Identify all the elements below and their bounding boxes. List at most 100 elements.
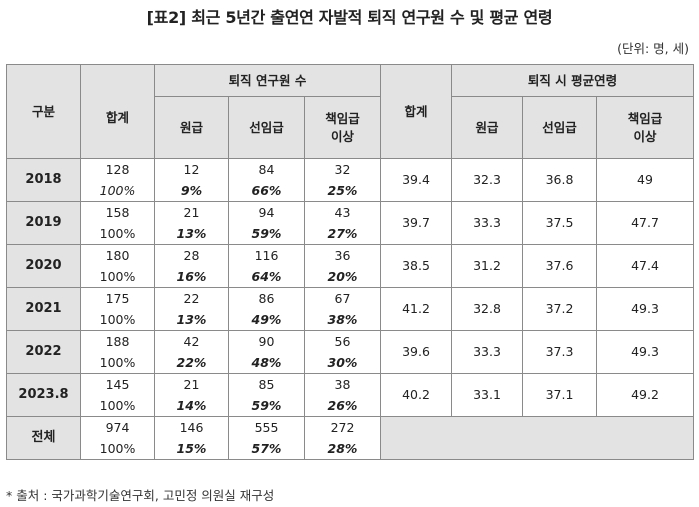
age-grade2: 37.6 bbox=[522, 244, 597, 288]
year-label: 2018 bbox=[6, 158, 81, 202]
header-grade3: 책임급 이상 bbox=[304, 96, 381, 159]
pct-grade3: 28% bbox=[304, 438, 381, 460]
count-grade1: 146 bbox=[154, 416, 229, 439]
pct-grade3: 30% bbox=[304, 352, 381, 374]
table-row: 2023.8 145 21 85 38 40.2 33.1 37.1 49.2 bbox=[6, 373, 694, 417]
count-total: 180 bbox=[80, 244, 155, 267]
age-total: 41.2 bbox=[380, 287, 452, 331]
table-row-total: 100% 15% 57% 28% bbox=[7, 438, 694, 460]
pct-grade2: 66% bbox=[228, 180, 305, 202]
pct-grade3: 38% bbox=[304, 309, 381, 331]
header-retirees-group: 퇴직 연구원 수 bbox=[154, 64, 381, 97]
pct-grade2: 59% bbox=[228, 223, 305, 245]
total-label: 전체 bbox=[6, 416, 81, 460]
table-row: 2018 128 12 84 32 39.4 32.3 36.8 49 bbox=[6, 158, 694, 202]
count-grade1: 21 bbox=[154, 201, 229, 224]
pct-total: 100% bbox=[80, 223, 155, 245]
age-grade3: 47.4 bbox=[596, 244, 694, 288]
pct-grade3: 26% bbox=[304, 395, 381, 417]
table-row: 2022 188 42 90 56 39.6 33.3 37.3 49.3 bbox=[6, 330, 694, 374]
header-grade2: 선임급 bbox=[228, 96, 305, 159]
count-total: 158 bbox=[80, 201, 155, 224]
count-grade1: 21 bbox=[154, 373, 229, 396]
count-grade3: 67 bbox=[304, 287, 381, 310]
pct-grade2: 48% bbox=[228, 352, 305, 374]
count-grade1: 12 bbox=[154, 158, 229, 181]
table-row: 100% 22% 48% 30% bbox=[7, 352, 694, 374]
pct-grade1: 13% bbox=[154, 223, 229, 245]
unit-note: (단위: 명, 세) bbox=[617, 41, 689, 56]
header-grade1: 원급 bbox=[154, 96, 229, 159]
header-age-grade3: 책임급 이상 bbox=[596, 96, 694, 159]
age-grade3: 49.3 bbox=[596, 287, 694, 331]
count-grade3: 36 bbox=[304, 244, 381, 267]
count-grade1: 22 bbox=[154, 287, 229, 310]
year-label: 2020 bbox=[6, 244, 81, 288]
count-total: 188 bbox=[80, 330, 155, 353]
pct-grade3: 20% bbox=[304, 266, 381, 288]
header-age-grade1: 원급 bbox=[451, 96, 523, 159]
header-age-total: 합계 bbox=[380, 64, 452, 159]
age-grade1: 32.8 bbox=[451, 287, 523, 331]
count-grade2: 555 bbox=[228, 416, 305, 439]
table-row: 100% 13% 49% 38% bbox=[7, 309, 694, 331]
count-grade1: 42 bbox=[154, 330, 229, 353]
count-grade1: 28 bbox=[154, 244, 229, 267]
age-grade1: 33.3 bbox=[451, 330, 523, 374]
year-label: 2019 bbox=[6, 201, 81, 245]
pct-grade2: 57% bbox=[228, 438, 305, 460]
pct-grade1: 22% bbox=[154, 352, 229, 374]
count-grade3: 32 bbox=[304, 158, 381, 181]
count-total: 175 bbox=[80, 287, 155, 310]
count-grade3: 43 bbox=[304, 201, 381, 224]
age-grade2: 36.8 bbox=[522, 158, 597, 202]
count-total: 145 bbox=[80, 373, 155, 396]
count-grade2: 90 bbox=[228, 330, 305, 353]
pct-grade1: 14% bbox=[154, 395, 229, 417]
source-note: * 출처 : 국가과학기술연구회, 고민정 의원실 재구성 bbox=[6, 488, 275, 503]
header-age-grade2: 선임급 bbox=[522, 96, 597, 159]
blank-age-cell bbox=[380, 416, 694, 460]
count-grade2: 84 bbox=[228, 158, 305, 181]
table-row: 2019 158 21 94 43 39.7 33.3 37.5 47.7 bbox=[6, 201, 694, 245]
pct-total: 100% bbox=[80, 309, 155, 331]
table-row: 100% 16% 64% 20% bbox=[7, 266, 694, 288]
age-total: 39.4 bbox=[380, 158, 452, 202]
count-grade3: 56 bbox=[304, 330, 381, 353]
age-grade1: 31.2 bbox=[451, 244, 523, 288]
pct-grade2: 49% bbox=[228, 309, 305, 331]
age-total: 40.2 bbox=[380, 373, 452, 417]
pct-grade1: 16% bbox=[154, 266, 229, 288]
pct-total: 100% bbox=[80, 180, 155, 202]
count-grade3: 272 bbox=[304, 416, 381, 439]
age-grade3: 49.3 bbox=[596, 330, 694, 374]
age-grade2: 37.5 bbox=[522, 201, 597, 245]
pct-total: 100% bbox=[80, 395, 155, 417]
age-grade1: 33.1 bbox=[451, 373, 523, 417]
count-grade2: 116 bbox=[228, 244, 305, 267]
pct-grade1: 9% bbox=[154, 180, 229, 202]
retiree-table: 구분 합계 퇴직 연구원 수 합계 퇴직 시 평균연령 원급 선임급 책임급 이… bbox=[6, 64, 694, 460]
age-grade3: 47.7 bbox=[596, 201, 694, 245]
pct-grade3: 25% bbox=[304, 180, 381, 202]
count-total: 128 bbox=[80, 158, 155, 181]
year-label: 2023.8 bbox=[6, 373, 81, 417]
pct-grade2: 64% bbox=[228, 266, 305, 288]
pct-grade1: 15% bbox=[154, 438, 229, 460]
header-retiree-total: 합계 bbox=[80, 64, 155, 159]
age-total: 38.5 bbox=[380, 244, 452, 288]
header-avg-age-group: 퇴직 시 평균연령 bbox=[451, 64, 694, 97]
count-total: 974 bbox=[80, 416, 155, 439]
age-grade2: 37.3 bbox=[522, 330, 597, 374]
table-row: 100% 14% 59% 26% bbox=[7, 395, 694, 417]
pct-total: 100% bbox=[80, 438, 155, 460]
age-grade2: 37.1 bbox=[522, 373, 597, 417]
age-grade3: 49.2 bbox=[596, 373, 694, 417]
age-grade2: 37.2 bbox=[522, 287, 597, 331]
table-row: 2020 180 28 116 36 38.5 31.2 37.6 47.4 bbox=[6, 244, 694, 288]
age-total: 39.6 bbox=[380, 330, 452, 374]
header-category: 구분 bbox=[6, 64, 81, 159]
pct-grade2: 59% bbox=[228, 395, 305, 417]
year-label: 2022 bbox=[6, 330, 81, 374]
age-grade1: 32.3 bbox=[451, 158, 523, 202]
